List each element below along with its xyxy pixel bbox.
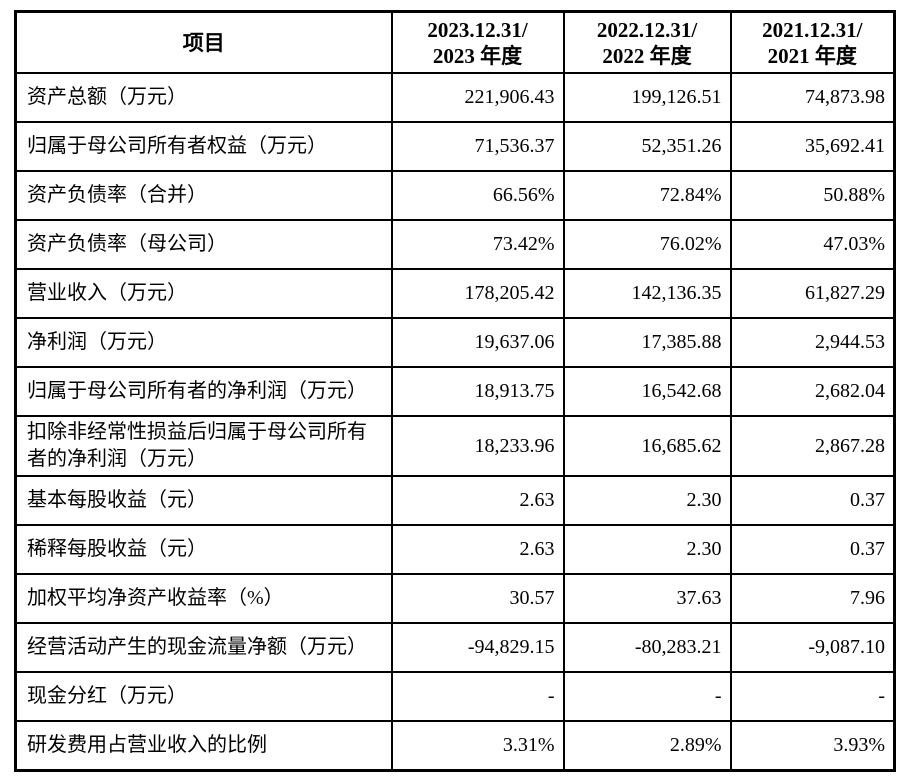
value-2021: 7.96 [729, 573, 896, 624]
value-2021: 0.37 [729, 524, 896, 575]
table-row: 稀释每股收益（元） 2.63 2.30 0.37 [14, 524, 896, 575]
value-2023: 178,205.42 [390, 268, 565, 319]
table-row: 资产负债率（合并） 66.56% 72.84% 50.88% [14, 170, 896, 221]
value-2021: 61,827.29 [729, 268, 896, 319]
row-label: 扣除非经常性损益后归属于母公司所有者的净利润（万元） [14, 415, 393, 477]
table-row: 资产负债率（母公司） 73.42% 76.02% 47.03% [14, 219, 896, 270]
table-row: 基本每股收益（元） 2.63 2.30 0.37 [14, 475, 896, 526]
value-2022: 2.89% [562, 720, 732, 772]
value-2021: 3.93% [729, 720, 896, 772]
value-2023: 2.63 [390, 524, 565, 575]
col-header-2022-line2: 2022 年度 [602, 43, 692, 68]
row-label: 稀释每股收益（元） [14, 524, 393, 575]
table-row: 现金分红（万元） - - - [14, 671, 896, 722]
col-header-2021: 2021.12.31/ 2021 年度 [729, 10, 896, 74]
financial-summary-table: 项目 2023.12.31/ 2023 年度 2022.12.31/ 2022 … [14, 10, 896, 772]
value-2022: 37.63 [562, 573, 732, 624]
col-header-2021-line1: 2021.12.31/ [762, 17, 863, 42]
row-label: 资产负债率（母公司） [14, 219, 393, 270]
value-2022: 2.30 [562, 475, 732, 526]
value-2023: 71,536.37 [390, 121, 565, 172]
value-2022: 16,685.62 [562, 415, 732, 477]
value-2021: 35,692.41 [729, 121, 896, 172]
value-2021: - [729, 671, 896, 722]
value-2023: -94,829.15 [390, 622, 565, 673]
value-2022: 2.30 [562, 524, 732, 575]
value-2023: 73.42% [390, 219, 565, 270]
row-label: 研发费用占营业收入的比例 [14, 720, 393, 772]
row-label: 净利润（万元） [14, 317, 393, 368]
table-row: 净利润（万元） 19,637.06 17,385.88 2,944.53 [14, 317, 896, 368]
value-2023: 18,913.75 [390, 366, 565, 417]
value-2022: 142,136.35 [562, 268, 732, 319]
table-row: 扣除非经常性损益后归属于母公司所有者的净利润（万元） 18,233.96 16,… [14, 415, 896, 477]
value-2021: 2,944.53 [729, 317, 896, 368]
value-2023: 3.31% [390, 720, 565, 772]
value-2023: - [390, 671, 565, 722]
value-2021: 47.03% [729, 219, 896, 270]
value-2021: 74,873.98 [729, 72, 896, 123]
row-label: 营业收入（万元） [14, 268, 393, 319]
value-2021: 2,867.28 [729, 415, 896, 477]
col-header-item-label: 项目 [182, 30, 225, 55]
col-header-2021-line2: 2021 年度 [767, 43, 857, 68]
table-row: 归属于母公司所有者权益（万元） 71,536.37 52,351.26 35,6… [14, 121, 896, 172]
row-label: 经营活动产生的现金流量净额（万元） [14, 622, 393, 673]
col-header-2023-line1: 2023.12.31/ [427, 17, 528, 42]
value-2021: 50.88% [729, 170, 896, 221]
value-2022: 17,385.88 [562, 317, 732, 368]
value-2022: 72.84% [562, 170, 732, 221]
value-2021: 0.37 [729, 475, 896, 526]
value-2023: 2.63 [390, 475, 565, 526]
table-row: 资产总额（万元） 221,906.43 199,126.51 74,873.98 [14, 72, 896, 123]
row-label: 加权平均净资产收益率（%） [14, 573, 393, 624]
table-row: 研发费用占营业收入的比例 3.31% 2.89% 3.93% [14, 720, 896, 772]
row-label: 资产总额（万元） [14, 72, 393, 123]
table-header-row: 项目 2023.12.31/ 2023 年度 2022.12.31/ 2022 … [14, 10, 896, 74]
row-label: 现金分红（万元） [14, 671, 393, 722]
col-header-2023-line2: 2023 年度 [432, 43, 523, 68]
col-header-2023: 2023.12.31/ 2023 年度 [390, 10, 565, 74]
col-header-2022: 2022.12.31/ 2022 年度 [562, 10, 732, 74]
table-row: 经营活动产生的现金流量净额（万元） -94,829.15 -80,283.21 … [14, 622, 896, 673]
value-2022: 199,126.51 [562, 72, 732, 123]
value-2021: -9,087.10 [729, 622, 896, 673]
value-2023: 30.57 [390, 573, 565, 624]
value-2022: -80,283.21 [562, 622, 732, 673]
value-2023: 66.56% [390, 170, 565, 221]
value-2023: 19,637.06 [390, 317, 565, 368]
table-row: 营业收入（万元） 178,205.42 142,136.35 61,827.29 [14, 268, 896, 319]
value-2023: 221,906.43 [390, 72, 565, 123]
row-label: 归属于母公司所有者权益（万元） [14, 121, 393, 172]
col-header-2022-line1: 2022.12.31/ [596, 17, 698, 42]
col-header-item: 项目 [14, 10, 393, 74]
value-2021: 2,682.04 [729, 366, 896, 417]
row-label: 资产负债率（合并） [14, 170, 393, 221]
table-row: 归属于母公司所有者的净利润（万元） 18,913.75 16,542.68 2,… [14, 366, 896, 417]
value-2022: 16,542.68 [562, 366, 732, 417]
row-label: 基本每股收益（元） [14, 475, 393, 526]
value-2022: - [562, 671, 732, 722]
value-2022: 52,351.26 [562, 121, 732, 172]
value-2023: 18,233.96 [390, 415, 565, 477]
row-label: 归属于母公司所有者的净利润（万元） [14, 366, 393, 417]
value-2022: 76.02% [562, 219, 732, 270]
table-row: 加权平均净资产收益率（%） 30.57 37.63 7.96 [14, 573, 896, 624]
